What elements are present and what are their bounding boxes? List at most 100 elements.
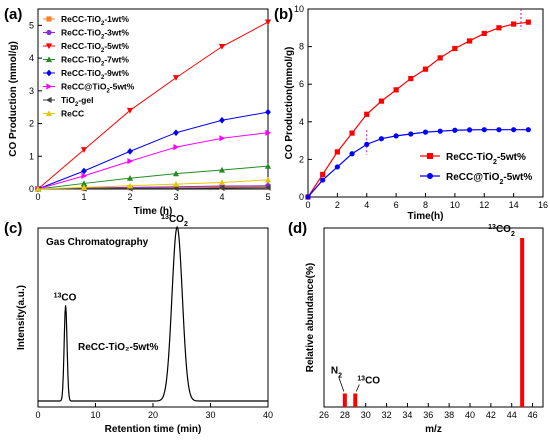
sample-annotation: ReCC-TiO₂-5wt%	[78, 342, 158, 353]
y-axis-label: Intensity(a.u.)	[16, 285, 27, 350]
series-6-point	[127, 158, 134, 165]
x-tick-label: 0	[305, 200, 310, 210]
series-5-point	[81, 167, 87, 175]
legend-entry: ReCC-TiO2-5wt%	[61, 41, 129, 54]
series-5-point	[219, 116, 225, 124]
series-1-point	[378, 98, 385, 104]
series-4-point	[218, 166, 226, 173]
series-2-point	[496, 127, 502, 133]
bar-label-leader	[355, 384, 360, 392]
panel-b-frame	[307, 8, 544, 198]
x-tick-label: 6	[394, 200, 399, 210]
series-line-4	[37, 165, 269, 190]
x-tick-label: 8	[423, 200, 428, 210]
series-line-6	[37, 132, 269, 190]
series-2-point	[422, 129, 429, 135]
x-tick-label: 0	[35, 410, 40, 420]
x-tick-label: 32	[382, 410, 392, 420]
legend-swatch-marker	[46, 29, 52, 36]
legend-swatch-marker	[427, 153, 433, 159]
series-1-point	[349, 130, 355, 136]
series-2-point	[393, 133, 399, 139]
series-4-point	[264, 162, 272, 169]
x-tick-label: 44	[507, 410, 517, 420]
series-line-3	[37, 21, 269, 190]
series-line-1	[307, 21, 529, 198]
series-1-point	[525, 19, 531, 25]
x-tick-label: 30	[205, 410, 215, 420]
x-tick-label: 16	[538, 200, 548, 210]
x-axis-label: Time (h)	[134, 206, 173, 217]
legend-swatch-marker	[427, 173, 433, 179]
series-line-2	[37, 185, 269, 190]
series-1-point	[481, 30, 487, 37]
series-line-5	[37, 111, 269, 190]
x-tick-label: 36	[423, 410, 433, 420]
panel-c-chart: 0 10 20 30 40 Retention time (min) Intensity(a…	[4, 214, 273, 436]
series-1-point	[422, 66, 429, 72]
chromatogram-trace	[38, 225, 268, 402]
x-axis-label: Time(h)	[408, 211, 444, 222]
x-tick-label: 34	[402, 410, 412, 420]
series-3-point	[126, 107, 134, 114]
x-tick-label: 2	[127, 192, 132, 202]
series-2-point	[364, 141, 370, 147]
x-tick-label: 28	[340, 410, 350, 420]
y-tick-label: 2	[299, 154, 304, 164]
bar-label: 13CO	[357, 375, 380, 387]
series-7-point	[172, 185, 179, 192]
series-1-point	[320, 171, 326, 178]
y-tick-label: 6	[299, 79, 304, 89]
peak-label: 13CO	[54, 292, 77, 304]
series-2-point	[452, 127, 458, 133]
series-6-point	[81, 172, 88, 180]
peak-label: 13CO2	[161, 214, 188, 228]
series-line-8	[37, 179, 269, 190]
series-8-point	[218, 179, 226, 186]
x-axis-label: m/z	[425, 424, 442, 435]
series-2-point	[511, 127, 517, 133]
series-2-point	[525, 127, 531, 133]
mass-bar	[520, 238, 525, 407]
legend-entry: ReCC-TiO2-3wt%	[61, 28, 129, 41]
legend-swatch-marker	[45, 56, 53, 63]
series-2-point	[437, 128, 443, 134]
y-axis-label: CO Production (mmol/g)	[8, 41, 19, 157]
y-tick-label: 4	[29, 53, 34, 63]
series-5-point	[127, 147, 133, 155]
series-2-point	[378, 136, 385, 142]
series-2-point	[305, 194, 311, 200]
series-6-point	[219, 135, 226, 142]
legend-swatch-marker	[45, 43, 53, 50]
panel-b-chart: 0 2 4 6 8 10 12 14 16 0 2 4 6 8 10 Time(h) CO Production…	[274, 4, 548, 222]
series-line-7	[37, 187, 269, 190]
x-tick-label: 12	[479, 200, 489, 210]
y-tick-label: 10	[294, 4, 304, 14]
series-2-point	[466, 127, 473, 133]
legend-entry: ReCC@TiO2-5wt%	[61, 82, 135, 95]
series-7-point	[218, 184, 225, 192]
chart-title: Gas Chromatography	[46, 237, 149, 248]
series-4-point	[80, 180, 88, 187]
series-4-point	[172, 170, 180, 177]
y-tick-label: 4	[299, 117, 304, 127]
x-tick-label: 26	[319, 410, 329, 420]
series-1-point	[466, 38, 473, 44]
x-axis-label: Retention time (min)	[105, 424, 202, 435]
legend-entry: ReCC-TiO2-1wt%	[61, 14, 129, 27]
legend-swatch-marker	[46, 16, 52, 22]
x-tick-label: 40	[465, 410, 475, 420]
series-2-point	[408, 131, 414, 137]
y-tick-label: 1	[29, 151, 34, 161]
y-axis-label: CO Production(mmol/g)	[284, 47, 295, 160]
series-1-point	[334, 149, 340, 155]
series-8-point	[126, 182, 134, 189]
panel-label: (d)	[288, 220, 307, 237]
x-tick-label: 30	[361, 410, 371, 420]
x-tick-label: 10	[90, 410, 100, 420]
series-1-point	[496, 25, 502, 31]
panel-label: (a)	[4, 6, 22, 23]
x-tick-label: 10	[450, 200, 460, 210]
series-2-point	[349, 151, 355, 157]
